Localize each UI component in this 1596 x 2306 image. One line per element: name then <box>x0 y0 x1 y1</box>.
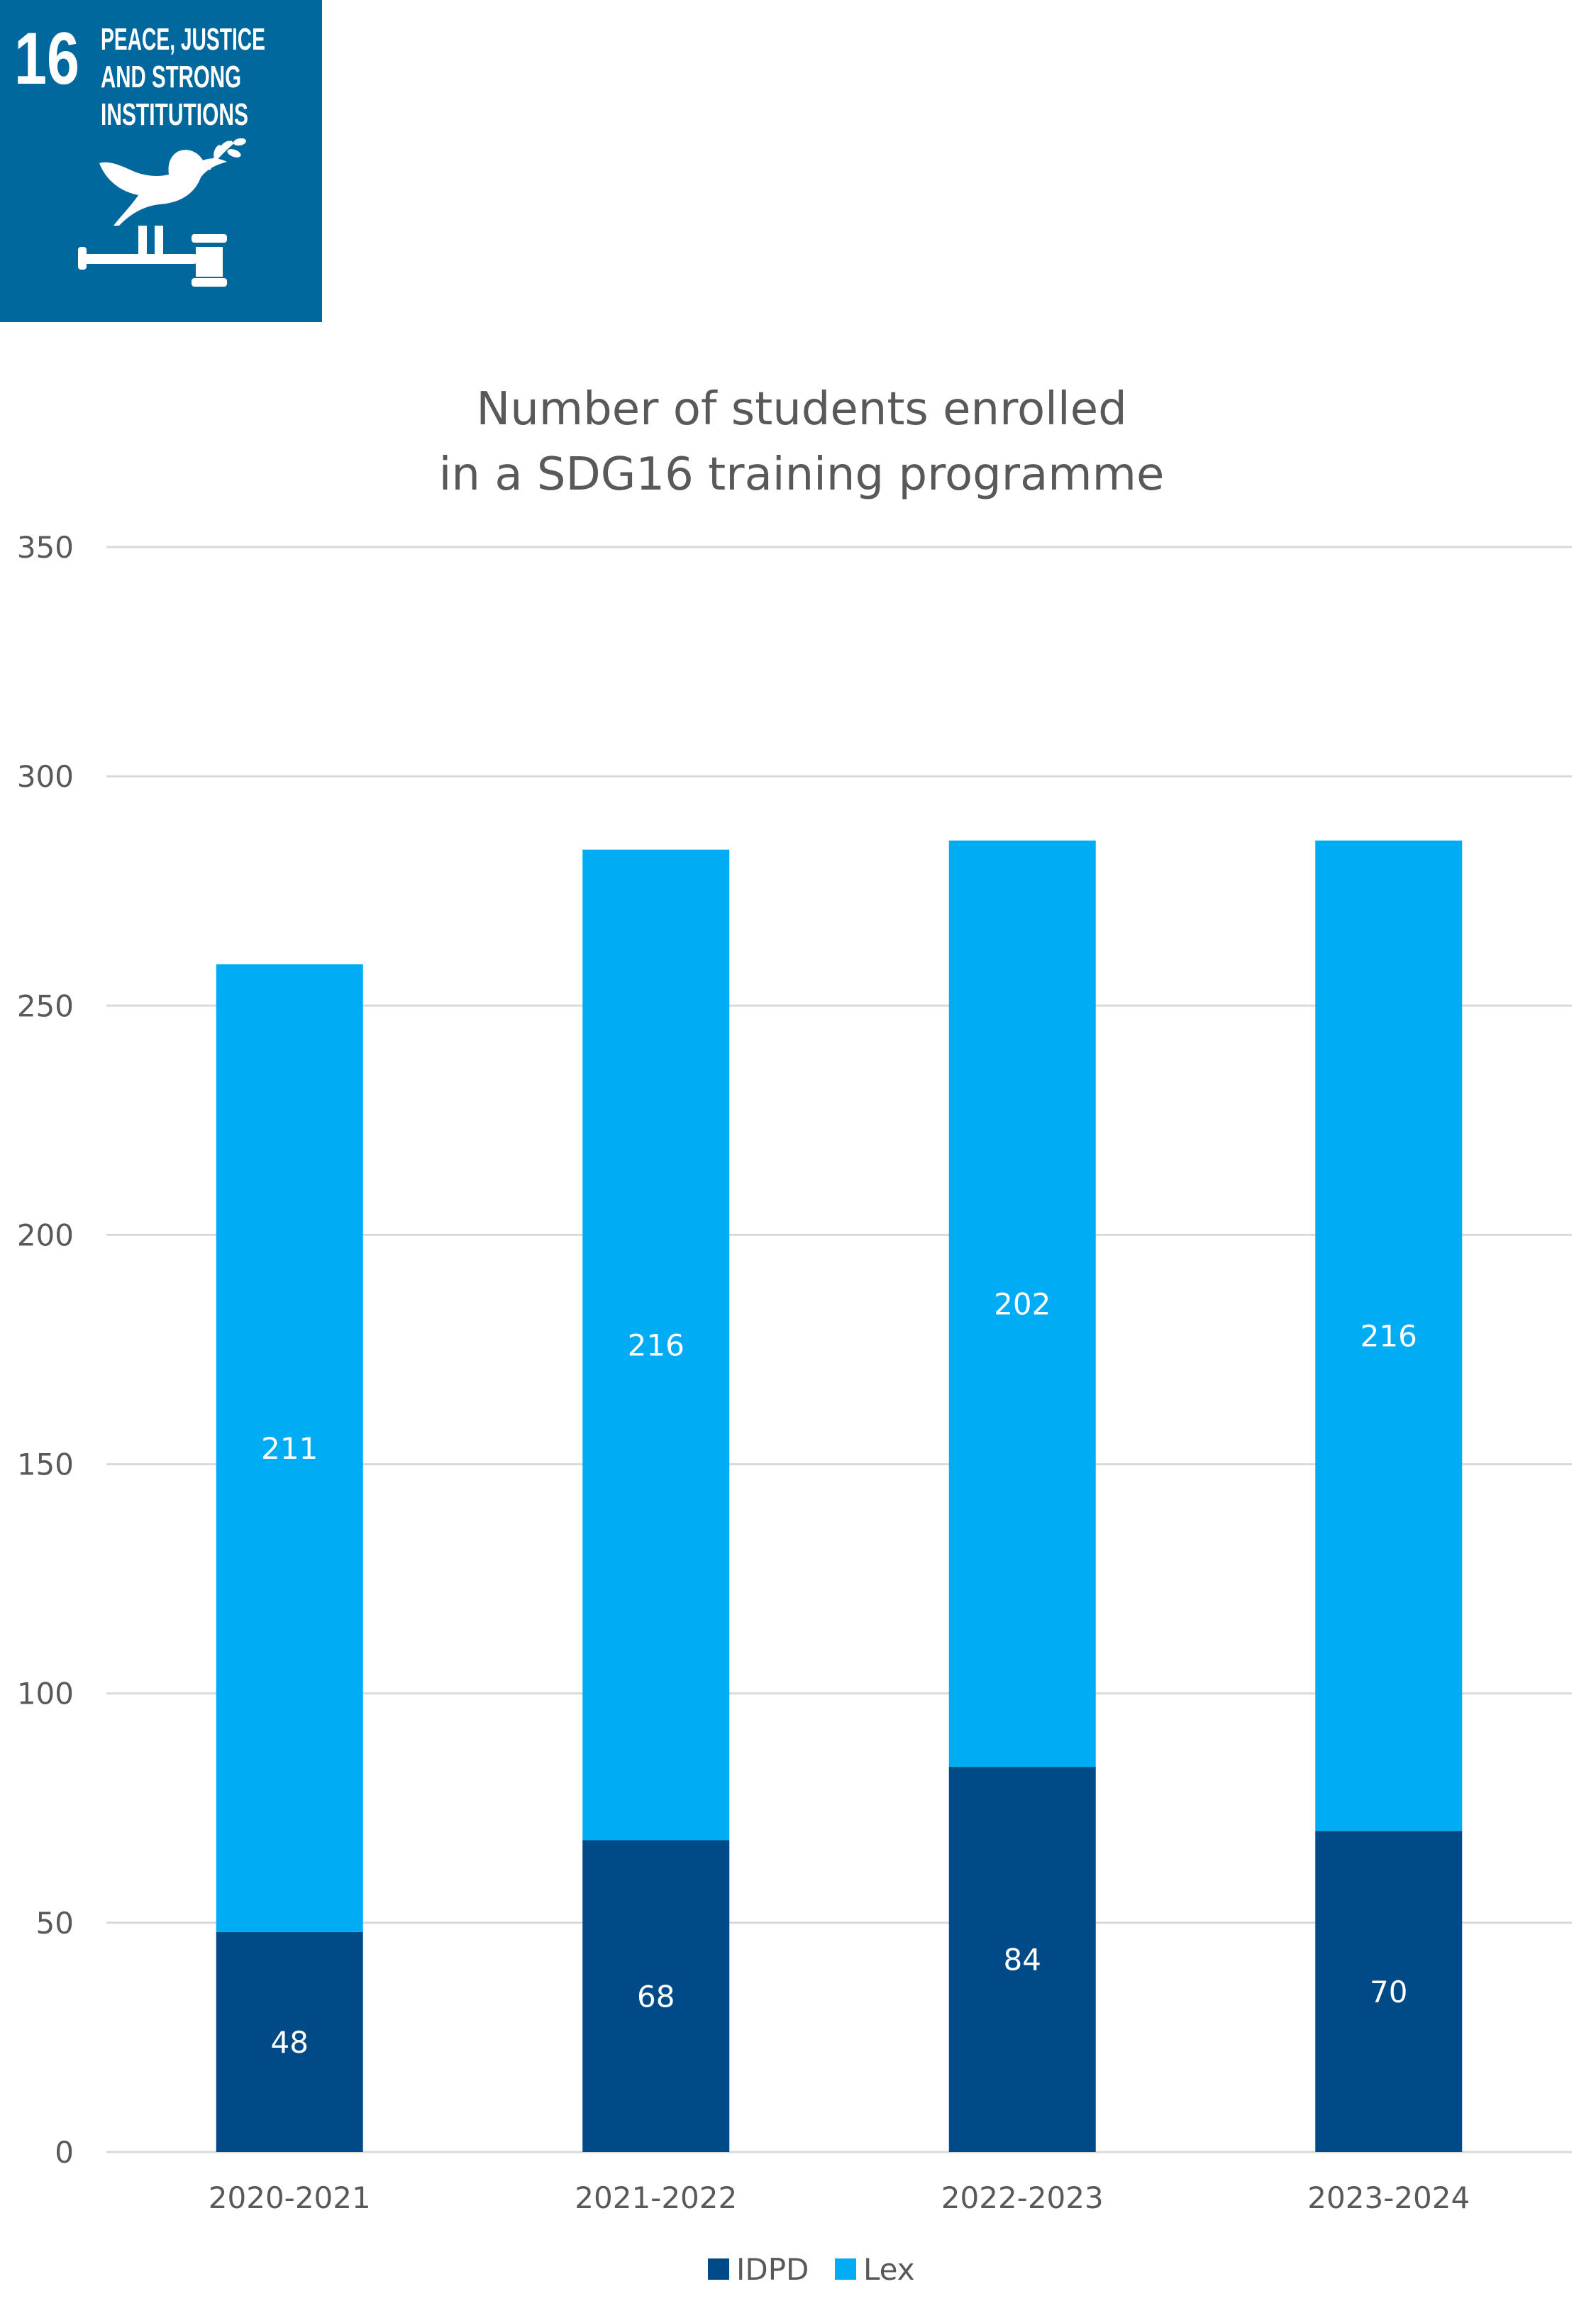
y-tick-label: 0 <box>55 2135 74 2170</box>
chart-title-line-2: in a SDG16 training programme <box>439 448 1165 501</box>
data-label: 68 <box>637 1979 675 2014</box>
data-label: 211 <box>261 1431 318 1466</box>
dove-gavel-icon <box>78 138 246 287</box>
legend-swatch-idpd <box>708 2258 729 2280</box>
sdg16-badge-graphic: 16 PEACE, JUSTICE AND STRONG INSTITUTION… <box>14 18 265 287</box>
x-tick-label: 2020-2021 <box>209 2180 371 2215</box>
bar-idpd-2023-2024 <box>1315 1831 1463 2152</box>
bar-lex-2021-2022 <box>582 849 730 1841</box>
data-label: 84 <box>1004 1943 1041 1977</box>
legend-swatch-lex <box>835 2258 856 2280</box>
chart-title: Number of students enrolled in a SDG16 t… <box>439 383 1165 501</box>
data-label: 70 <box>1370 1975 1407 2009</box>
legend-label-lex: Lex <box>863 2252 915 2287</box>
gavel-head <box>196 247 223 277</box>
y-tick-label: 200 <box>17 1218 74 1252</box>
data-label: 202 <box>994 1286 1051 1321</box>
bars: 48 211 68 216 84 202 70 216 <box>216 840 1463 2152</box>
y-tick-label: 350 <box>17 530 74 565</box>
olive-leaf <box>233 138 246 146</box>
dove-shape <box>99 150 227 226</box>
y-tick-label: 150 <box>17 1447 74 1482</box>
badge-line-3: INSTITUTIONS <box>101 97 248 132</box>
bar-lex-2022-2023 <box>948 840 1096 1767</box>
y-tick-label: 100 <box>17 1677 74 1711</box>
dove-leg <box>155 226 163 254</box>
data-label: 216 <box>1361 1319 1417 1354</box>
gavel-head-bottom <box>192 278 227 287</box>
x-tick-label: 2022-2023 <box>941 2180 1104 2215</box>
gavel-handle <box>79 254 199 264</box>
olive-leaf <box>219 140 232 152</box>
x-axis: 2020-2021 2021-2022 2022-2023 2023-2024 <box>209 2180 1470 2215</box>
gavel-head-top <box>192 234 227 243</box>
x-tick-label: 2023-2024 <box>1307 2180 1470 2215</box>
x-tick-label: 2021-2022 <box>575 2180 737 2215</box>
bar-idpd-2020-2021 <box>216 1931 363 2152</box>
data-label: 216 <box>628 1328 685 1363</box>
y-tick-label: 300 <box>17 759 74 794</box>
y-axis: 0 50 100 150 200 250 300 350 <box>17 530 74 2170</box>
legend: IDPD Lex <box>708 2252 915 2287</box>
gavel-handle-end <box>78 247 87 270</box>
olive-leaf <box>227 149 241 158</box>
badge-line-1: PEACE, JUSTICE <box>101 22 265 57</box>
olive-leaf <box>214 145 222 159</box>
sdg16-badge: 16 PEACE, JUSTICE AND STRONG INSTITUTION… <box>0 0 322 322</box>
dove-leg <box>138 226 147 254</box>
bar-lex-2023-2024 <box>1315 840 1463 1831</box>
legend-label-idpd: IDPD <box>736 2252 809 2287</box>
bar-idpd-2021-2022 <box>582 1840 730 2152</box>
y-tick-label: 250 <box>17 988 74 1023</box>
badge-number: 16 <box>14 18 79 100</box>
badge-line-2: AND STRONG <box>101 60 241 94</box>
bar-lex-2020-2021 <box>216 964 363 1932</box>
y-tick-label: 50 <box>36 1906 74 1941</box>
chart-title-line-1: Number of students enrolled <box>476 383 1126 436</box>
data-label: 48 <box>271 2025 309 2060</box>
bar-idpd-2022-2023 <box>948 1767 1096 2152</box>
